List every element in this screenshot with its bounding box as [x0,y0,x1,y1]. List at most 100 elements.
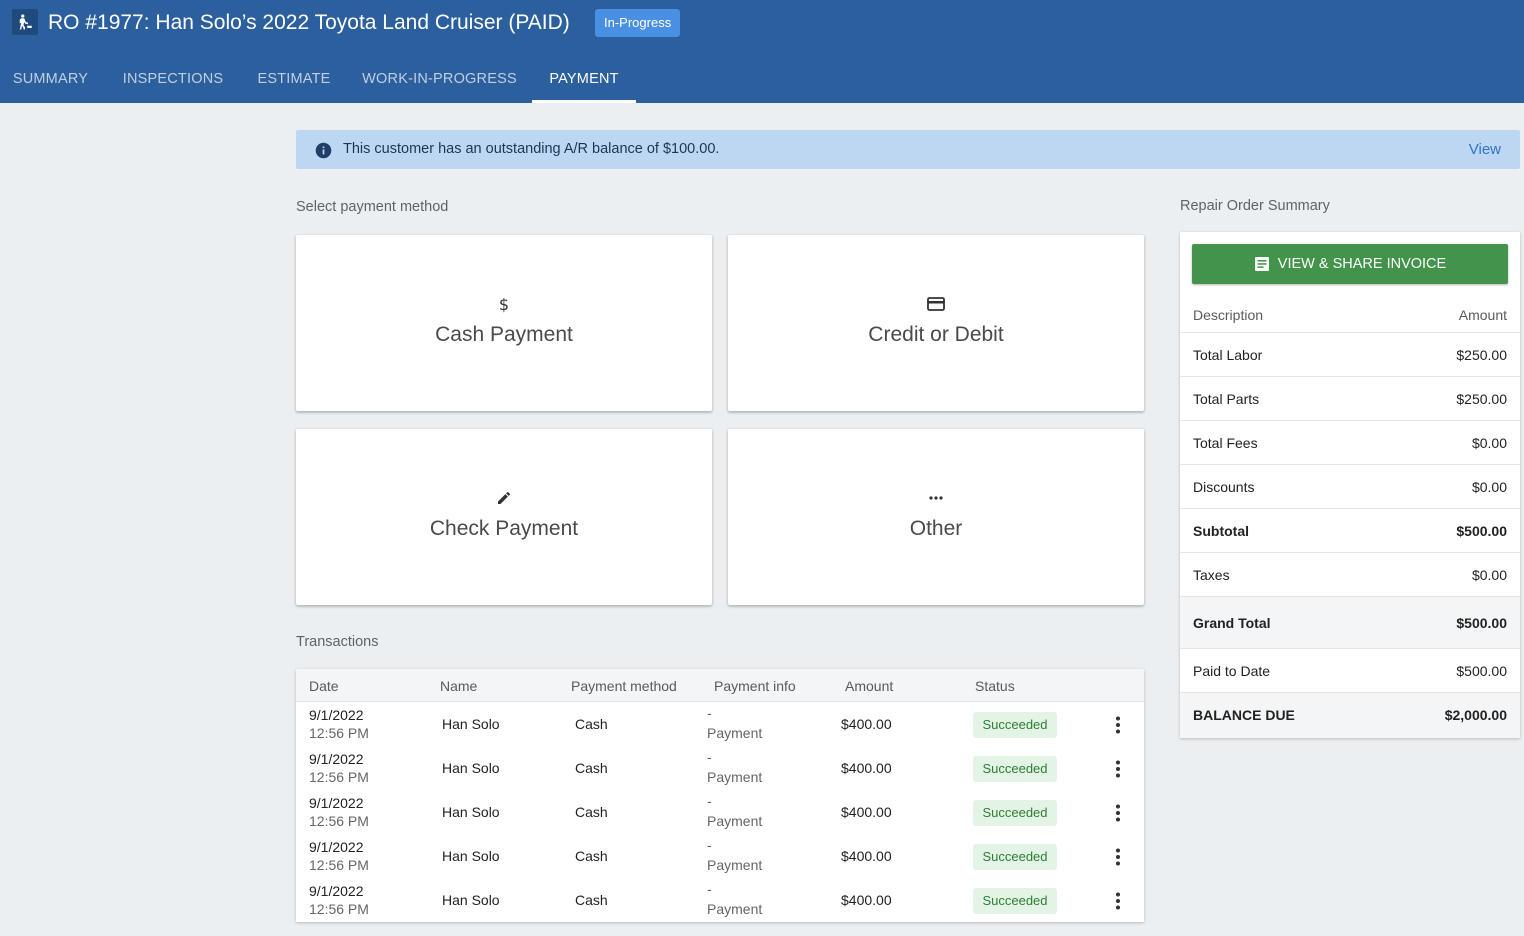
summary-row-value: $500.00 [1456,615,1507,631]
row-time: 12:56 PM [309,813,369,829]
cash-payment-card[interactable]: $ Cash Payment [296,235,712,411]
more-vertical-icon[interactable] [1114,848,1122,866]
row-amount: $400.00 [841,716,892,732]
col-date[interactable]: Date [309,678,339,694]
tab-payment[interactable]: PAYMENT [532,58,636,103]
status-badge: Succeeded [973,712,1057,738]
summary-row-label: Discounts [1193,479,1255,495]
repair-order-summary: VIEW & SHARE INVOICE Description Amount … [1180,232,1520,738]
summary-row-total-fees: Total Fees $0.00 [1180,421,1520,465]
summary-row-value: $250.00 [1456,347,1507,363]
tab-inspections[interactable]: INSPECTIONS [122,71,224,87]
check-payment-label: Check Payment [429,517,579,540]
table-row[interactable]: 9/1/2022 12:56 PM Han Solo Cash - Paymen… [296,835,1144,879]
row-name: Han Solo [442,848,500,864]
status-badge: Succeeded [973,844,1057,870]
select-payment-method-label: Select payment method [296,199,449,215]
more-vertical-icon[interactable] [1114,892,1122,910]
row-method: Cash [575,892,608,908]
col-payment-method[interactable]: Payment method [571,678,677,694]
summary-row-label: Total Labor [1193,347,1263,363]
row-method: Cash [575,804,608,820]
summary-row-value: $500.00 [1456,523,1507,539]
summary-row-total-labor: Total Labor $250.00 [1180,333,1520,377]
col-status[interactable]: Status [975,678,1015,694]
row-date: 9/1/2022 [309,795,364,811]
table-row[interactable]: 9/1/2022 12:56 PM Han Solo Cash - Paymen… [296,747,1144,791]
more-vertical-icon[interactable] [1114,716,1122,734]
summary-header: Description Amount [1180,296,1520,333]
amount-header: Amount [1458,307,1507,323]
summary-row-label: BALANCE DUE [1193,707,1295,723]
col-amount[interactable]: Amount [845,678,894,694]
table-row[interactable]: 9/1/2022 12:56 PM Han Solo Cash - Paymen… [296,703,1144,747]
status-badge: Succeeded [973,800,1057,826]
table-row[interactable]: 9/1/2022 12:56 PM Han Solo Cash - Paymen… [296,879,1144,923]
table-header: Date Name Payment method Payment info Am… [296,669,1144,702]
summary-row-value: $0.00 [1471,435,1507,451]
summary-row-label: Paid to Date [1193,663,1271,679]
repair-order-summary-label: Repair Order Summary [1180,198,1330,214]
row-date: 9/1/2022 [309,839,364,855]
more-vertical-icon[interactable] [1114,804,1122,822]
summary-row-label: Subtotal [1193,523,1249,539]
summary-row-value: $0.00 [1471,567,1507,583]
row-info-dash: - [707,749,712,765]
row-date: 9/1/2022 [309,883,364,899]
row-method: Cash [575,760,608,776]
row-time: 12:56 PM [309,857,369,873]
row-info: Payment [707,901,763,917]
row-info-dash: - [707,793,712,809]
tab-summary[interactable]: SUMMARY [12,71,89,87]
summary-row-grand-total: Grand Total $500.00 [1180,597,1520,649]
row-info: Payment [707,725,763,741]
row-name: Han Solo [442,892,500,908]
svg-text:$: $ [499,295,509,313]
summary-row-label: Total Parts [1193,391,1260,407]
summary-row-label: Total Fees [1193,435,1258,451]
more-horizontal-icon [728,489,1144,507]
credit-debit-card[interactable]: Credit or Debit [728,235,1144,411]
credit-debit-label: Credit or Debit [868,323,1004,346]
status-badge: Succeeded [973,888,1057,914]
summary-row-subtotal: Subtotal $500.00 [1180,509,1520,553]
col-payment-info[interactable]: Payment info [714,678,796,694]
table-row[interactable]: 9/1/2022 12:56 PM Han Solo Cash - Paymen… [296,791,1144,835]
row-method: Cash [575,716,608,732]
dollar-icon: $ [296,295,712,313]
row-time: 12:56 PM [309,901,369,917]
view-ar-link[interactable]: View [1468,141,1501,158]
view-share-invoice-label: VIEW & SHARE INVOICE [1277,256,1447,272]
pencil-icon [296,489,712,507]
description-header: Description [1193,307,1264,323]
check-payment-card[interactable]: Check Payment [296,429,712,605]
mechanic-icon [12,9,38,35]
summary-row-total-parts: Total Parts $250.00 [1180,377,1520,421]
summary-row-balance-due: BALANCE DUE $2,000.00 [1180,693,1520,738]
summary-row-paid-to-date: Paid to Date $500.00 [1180,649,1520,693]
tab-estimate[interactable]: ESTIMATE [257,71,331,87]
row-amount: $400.00 [841,760,892,776]
transactions-table: Date Name Payment method Payment info Am… [296,669,1144,922]
row-name: Han Solo [442,760,500,776]
ar-balance-alert: This customer has an outstanding A/R bal… [296,130,1520,169]
summary-row-value: $250.00 [1456,391,1507,407]
row-name: Han Solo [442,716,500,732]
row-date: 9/1/2022 [309,707,364,723]
tab-bar: SUMMARY INSPECTIONS ESTIMATE WORK-IN-PRO… [0,58,1524,103]
row-time: 12:56 PM [309,725,369,741]
row-info-dash: - [707,837,712,853]
more-vertical-icon[interactable] [1114,760,1122,778]
summary-row-value: $2,000.00 [1444,707,1507,723]
other-payment-card[interactable]: Other [728,429,1144,605]
summary-row-label: Taxes [1193,567,1230,583]
status-badge: Succeeded [973,756,1057,782]
summary-row-taxes: Taxes $0.00 [1180,553,1520,597]
other-payment-label: Other [909,517,963,540]
tab-work-in-progress[interactable]: WORK-IN-PROGRESS [362,71,517,87]
view-share-invoice-button[interactable]: VIEW & SHARE INVOICE [1192,244,1508,284]
row-method: Cash [575,848,608,864]
document-icon [1254,257,1269,271]
app-header: RO #1977: Han Solo’s 2022 Toyota Land Cr… [0,0,1524,103]
col-name[interactable]: Name [440,678,478,694]
